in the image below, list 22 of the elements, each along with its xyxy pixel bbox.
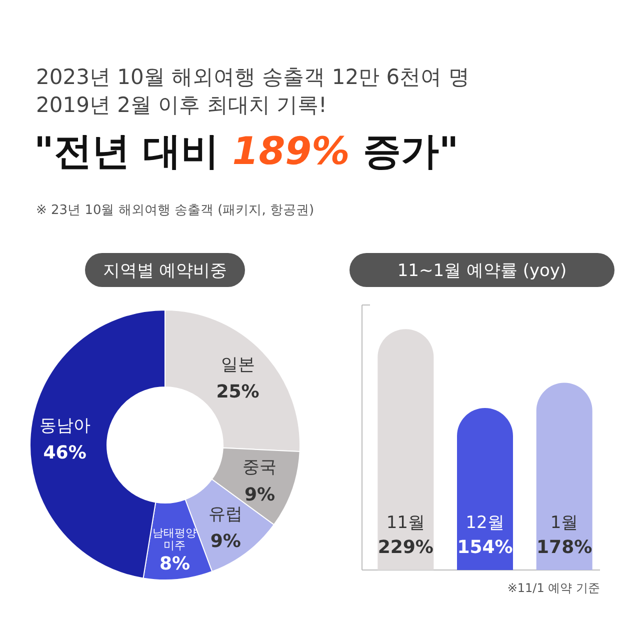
slice-label: 중국 [242, 458, 277, 478]
x-tick-label: 12월 [466, 513, 504, 533]
chart-title: 지역별 예약비중 [102, 261, 228, 281]
x-tick-label: 1월 [550, 513, 578, 533]
slice-label: 남태평양 미주 [152, 526, 197, 552]
data-label: 178% [536, 537, 592, 558]
slice-label: 유럽 [208, 504, 243, 524]
data-label: 9% [210, 530, 241, 552]
data-label: 229% [378, 537, 434, 558]
data-label: 8% [159, 554, 190, 575]
text: ※11/1 예약 기준 [507, 581, 600, 595]
text: "전년 대비 189% 증가" [34, 129, 459, 173]
slice-label: 일본 [220, 354, 255, 375]
slice-label: 동남아 [39, 416, 90, 436]
data-label: 25% [216, 381, 260, 402]
text: 2023년 10월 해외여행 송출객 12만 6천여 명 2019년 2월 이후 최대치 기록! [36, 65, 470, 117]
x-tick-label: 11월 [386, 513, 425, 533]
text: ※ 23년 10월 해외여행 송출객 (패키지, 항공권) [36, 203, 314, 218]
data-label: 154% [457, 537, 513, 558]
data-label: 46% [43, 442, 86, 464]
data-label: 9% [244, 484, 276, 506]
chart-title: 11~1월 예약률 (yoy) [397, 261, 567, 281]
